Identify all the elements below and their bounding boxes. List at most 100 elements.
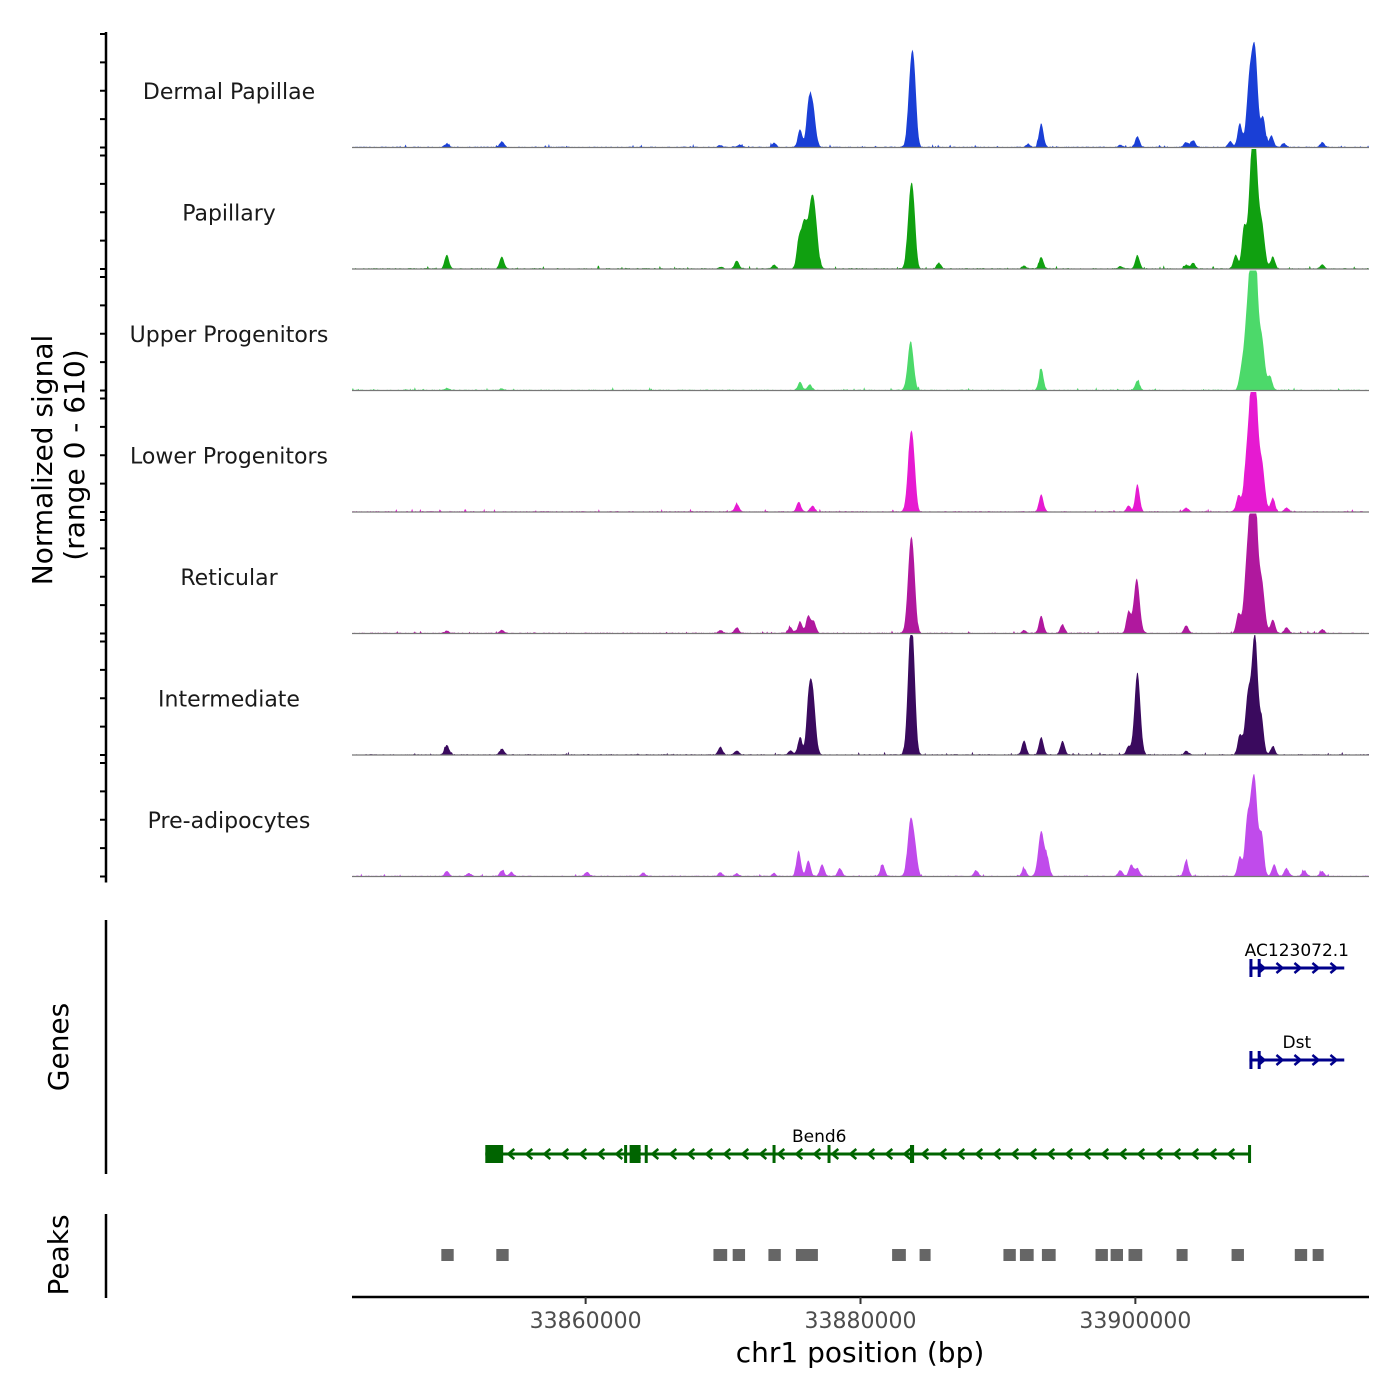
strand-arrow [1190,1148,1200,1160]
x-tick-label: 33860000 [530,1309,642,1334]
track-label-intermediate: Intermediate [158,688,300,713]
peak-region [441,1249,454,1261]
track-label-dermal-papillae: Dermal Papillae [143,80,315,105]
exon [629,1145,641,1163]
exon [485,1145,504,1163]
x-axis-title: chr1 position (bp) [736,1336,985,1369]
strand-arrow [1172,1148,1182,1160]
exon [644,1145,648,1163]
peak-region [1003,1249,1016,1261]
track-label-pre-adipocytes: Pre-adipocytes [148,809,311,834]
gene-ac123072-1: AC123072.1 [1245,941,1349,977]
strand-arrow [938,1148,948,1160]
strand-arrow [974,1148,984,1160]
peak-region [713,1249,728,1261]
signal-area-upper-progenitors [352,270,1369,391]
strand-arrow [1275,1054,1285,1066]
peak-region [768,1249,781,1261]
peaks-track-title: Peaks [42,1214,75,1295]
peak-region [1041,1249,1056,1261]
strand-arrow [1311,962,1321,974]
x-axis-ticks: 33860000 33880000 33900000 [530,1297,1191,1334]
strand-arrow [848,1148,858,1160]
strand-arrow [866,1148,876,1160]
track-reticular: Reticular [180,513,1369,635]
strand-arrow [1311,1054,1321,1066]
gene-label-bend6: Bend6 [792,1127,847,1147]
strand-arrow [506,1148,516,1160]
strand-arrow [1293,1054,1303,1066]
peak-region [496,1249,509,1261]
track-lower-progenitors: Lower Progenitors [130,392,1369,513]
peak-region [1312,1249,1324,1261]
exon [1249,959,1253,977]
genes-track: AC123072.1 Dst Bend6 [485,941,1349,1163]
track-label-reticular: Reticular [180,566,278,591]
track-label-upper-progenitors: Upper Progenitors [130,323,329,348]
signal-y-axis [100,32,108,883]
strand-arrow [992,1148,1002,1160]
track-dermal-papillae: Dermal Papillae [143,41,1369,149]
strand-arrow [884,1148,894,1160]
gene-bend6: Bend6 [485,1127,1252,1163]
track-label-lower-progenitors: Lower Progenitors [130,445,328,470]
coverage-tracks: Dermal Papillae Papillary Upper Progenitor… [130,41,1369,878]
strand-arrow [614,1148,624,1160]
strand-arrow [650,1148,660,1160]
strand-arrow [758,1148,768,1160]
strand-arrow [1118,1148,1128,1160]
x-tick-label: 33900000 [1079,1309,1191,1334]
strand-arrow [1329,1054,1339,1066]
peak-region [1176,1249,1188,1261]
strand-arrow [560,1148,570,1160]
peak-region [1095,1249,1108,1261]
x-tick-label: 33880000 [805,1309,917,1334]
exon [827,1145,831,1163]
strand-arrow [776,1148,786,1160]
strand-arrow [578,1148,588,1160]
signal-area-dermal-papillae [352,41,1369,148]
strand-arrow [1082,1148,1092,1160]
strand-arrow [902,1148,912,1160]
strand-arrow [668,1148,678,1160]
strand-arrow [812,1148,822,1160]
strand-arrow [740,1148,750,1160]
strand-arrow [1010,1148,1020,1160]
strand-arrow [1329,962,1339,974]
exon [1257,959,1261,977]
peak-region [732,1249,746,1261]
strand-arrow [1064,1148,1074,1160]
exon [1248,1145,1252,1163]
strand-arrow [1154,1148,1164,1160]
strand-arrow [1046,1148,1056,1160]
strand-arrow [794,1148,804,1160]
peak-region [919,1249,931,1261]
exon [909,1145,915,1163]
strand-arrow [956,1148,966,1160]
gene-label-dst: Dst [1283,1033,1312,1053]
strand-arrow [596,1148,606,1160]
gene-dst: Dst [1249,1033,1345,1069]
peaks-track [441,1249,1324,1261]
strand-arrow [704,1148,714,1160]
strand-arrow [722,1148,732,1160]
peak-region [795,1249,818,1261]
peak-region [1110,1249,1123,1261]
peak-region [1231,1249,1244,1261]
strand-arrow [1208,1148,1218,1160]
strand-arrow [524,1148,534,1160]
track-intermediate: Intermediate [158,635,1369,756]
strand-arrow [1136,1148,1146,1160]
exon [1249,1051,1253,1069]
strand-arrow [830,1148,840,1160]
strand-arrow [1100,1148,1110,1160]
track-upper-progenitors: Upper Progenitors [130,270,1369,392]
track-label-papillary: Papillary [182,202,276,227]
track-papillary: Papillary [182,149,1369,270]
exon [1257,1051,1261,1069]
track-pre-adipocytes: Pre-adipocytes [148,774,1369,878]
exon [624,1145,628,1163]
peak-region [1128,1249,1143,1261]
